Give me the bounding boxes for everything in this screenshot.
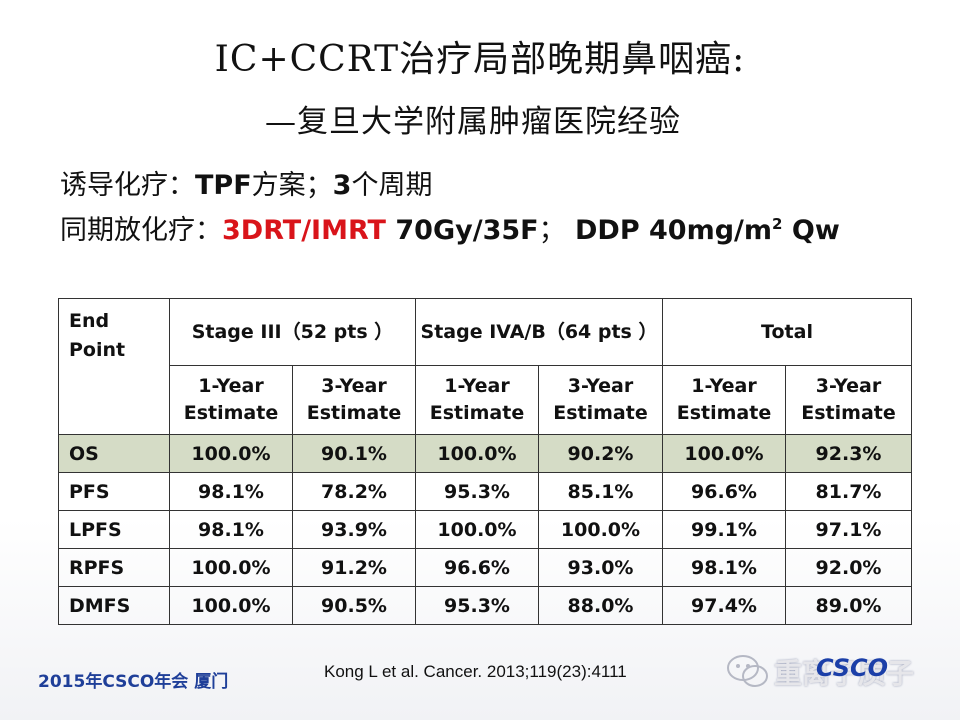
- table-row: DMFS 100.0% 90.5% 95.3% 88.0% 97.4% 89.0…: [58, 586, 913, 625]
- subheader-1yr: 1-Year Estimate: [169, 365, 293, 435]
- subheader-1yr: 1-Year Estimate: [662, 365, 786, 435]
- concurrent-prefix: 同期放化疗：: [60, 215, 222, 246]
- table-cell: 88.0%: [538, 586, 663, 625]
- table-row: LPFS 98.1% 93.9% 100.0% 100.0% 99.1% 97.…: [58, 510, 913, 549]
- conference-label: 2015年CSCO年会 厦门: [38, 672, 229, 692]
- table-cell: 90.2%: [538, 434, 663, 473]
- group-header-stage4: Stage IVA/B（64 pts ）: [415, 298, 663, 366]
- induction-mid: 方案；: [251, 170, 333, 201]
- table-cell: 90.1%: [292, 434, 416, 473]
- table-cell: 78.2%: [292, 472, 416, 511]
- table-cell: 98.1%: [662, 548, 786, 587]
- table-cell: 99.1%: [662, 510, 786, 549]
- row-label: DMFS: [58, 586, 170, 625]
- subheader-3yr: 3-Year Estimate: [292, 365, 416, 435]
- table-cell: 97.4%: [662, 586, 786, 625]
- table-cell: 81.7%: [784, 472, 913, 511]
- table-cell: 92.0%: [784, 548, 913, 587]
- table-subheader-row: 1-Year Estimate 3-Year Estimate 1-Year E…: [59, 365, 913, 435]
- induction-cycles: 3: [332, 170, 352, 201]
- table-cell: 95.3%: [415, 586, 539, 625]
- table-cell: 93.9%: [292, 510, 416, 549]
- watermark: 重离子质子 CSCO: [718, 638, 950, 700]
- group-header-stage3: Stage III（52 pts ）: [169, 298, 416, 366]
- table-cell: 100.0%: [169, 548, 293, 587]
- table-header-row: End Point Stage III（52 pts ） Stage IVA/B…: [58, 298, 913, 435]
- table-cell: 90.5%: [292, 586, 416, 625]
- ddp-schedule: Qw: [782, 215, 840, 246]
- ddp-superscript: 2: [772, 215, 783, 233]
- subheader-3yr: 3-Year Estimate: [784, 365, 913, 435]
- table-cell: 98.1%: [169, 472, 293, 511]
- table-cell: 96.6%: [662, 472, 786, 511]
- table-cell: 100.0%: [415, 434, 539, 473]
- induction-line: 诱导化疗：TPF方案；3个周期: [60, 168, 432, 204]
- table-row: OS 100.0% 90.1% 100.0% 90.2% 100.0% 92.3…: [58, 434, 913, 473]
- table-cell: 97.1%: [784, 510, 913, 549]
- row-label: LPFS: [58, 510, 170, 549]
- induction-regimen: TPF: [195, 170, 252, 201]
- table-cell: 95.3%: [415, 472, 539, 511]
- table-cell: 100.0%: [538, 510, 663, 549]
- table-row: PFS 98.1% 78.2% 95.3% 85.1% 96.6% 81.7%: [58, 472, 913, 511]
- ddp-dose: DDP 40mg/m: [565, 215, 773, 246]
- table-cell: 98.1%: [169, 510, 293, 549]
- slide-title: IC+CCRT治疗局部晚期鼻咽癌:: [214, 39, 746, 80]
- table-cell: 96.6%: [415, 548, 539, 587]
- induction-suffix: 个周期: [351, 170, 433, 201]
- wechat-icon: [727, 655, 768, 687]
- table-cell: 100.0%: [662, 434, 786, 473]
- concurrent-line: 同期放化疗：3DRT/IMRT 70Gy/35F； DDP 40mg/m2 Qw: [60, 206, 840, 249]
- survival-table: End Point Stage III（52 pts ） Stage IVA/B…: [58, 298, 913, 625]
- endpoint-header: End Point: [58, 298, 170, 435]
- table-cell: 100.0%: [169, 586, 293, 625]
- induction-prefix: 诱导化疗：: [60, 170, 195, 201]
- group-header-total: Total: [661, 298, 913, 366]
- row-label: PFS: [58, 472, 170, 511]
- slide-subtitle: —复旦大学附属肿瘤医院经验: [265, 104, 681, 140]
- radiotherapy-technique: 3DRT/IMRT: [222, 215, 386, 246]
- row-label: OS: [58, 434, 170, 473]
- table-row: RPFS 100.0% 91.2% 96.6% 93.0% 98.1% 92.0…: [58, 548, 913, 587]
- table-cell: 100.0%: [415, 510, 539, 549]
- citation: Kong L et al. Cancer. 2013;119(23):4111: [324, 662, 627, 681]
- table-cell: 93.0%: [538, 548, 663, 587]
- csco-logo: CSCO: [816, 654, 889, 682]
- table-cell: 100.0%: [169, 434, 293, 473]
- radiation-dose: 70Gy/35F: [385, 215, 539, 246]
- table-cell: 89.0%: [784, 586, 913, 625]
- table-cell: 92.3%: [784, 434, 913, 473]
- subheader-1yr: 1-Year Estimate: [415, 365, 539, 435]
- row-label: RPFS: [58, 548, 170, 587]
- concurrent-separator: ；: [538, 215, 566, 246]
- table-cell: 91.2%: [292, 548, 416, 587]
- table-cell: 85.1%: [538, 472, 663, 511]
- subheader-3yr: 3-Year Estimate: [538, 365, 663, 435]
- watermark-text: 重离子质子: [774, 657, 915, 690]
